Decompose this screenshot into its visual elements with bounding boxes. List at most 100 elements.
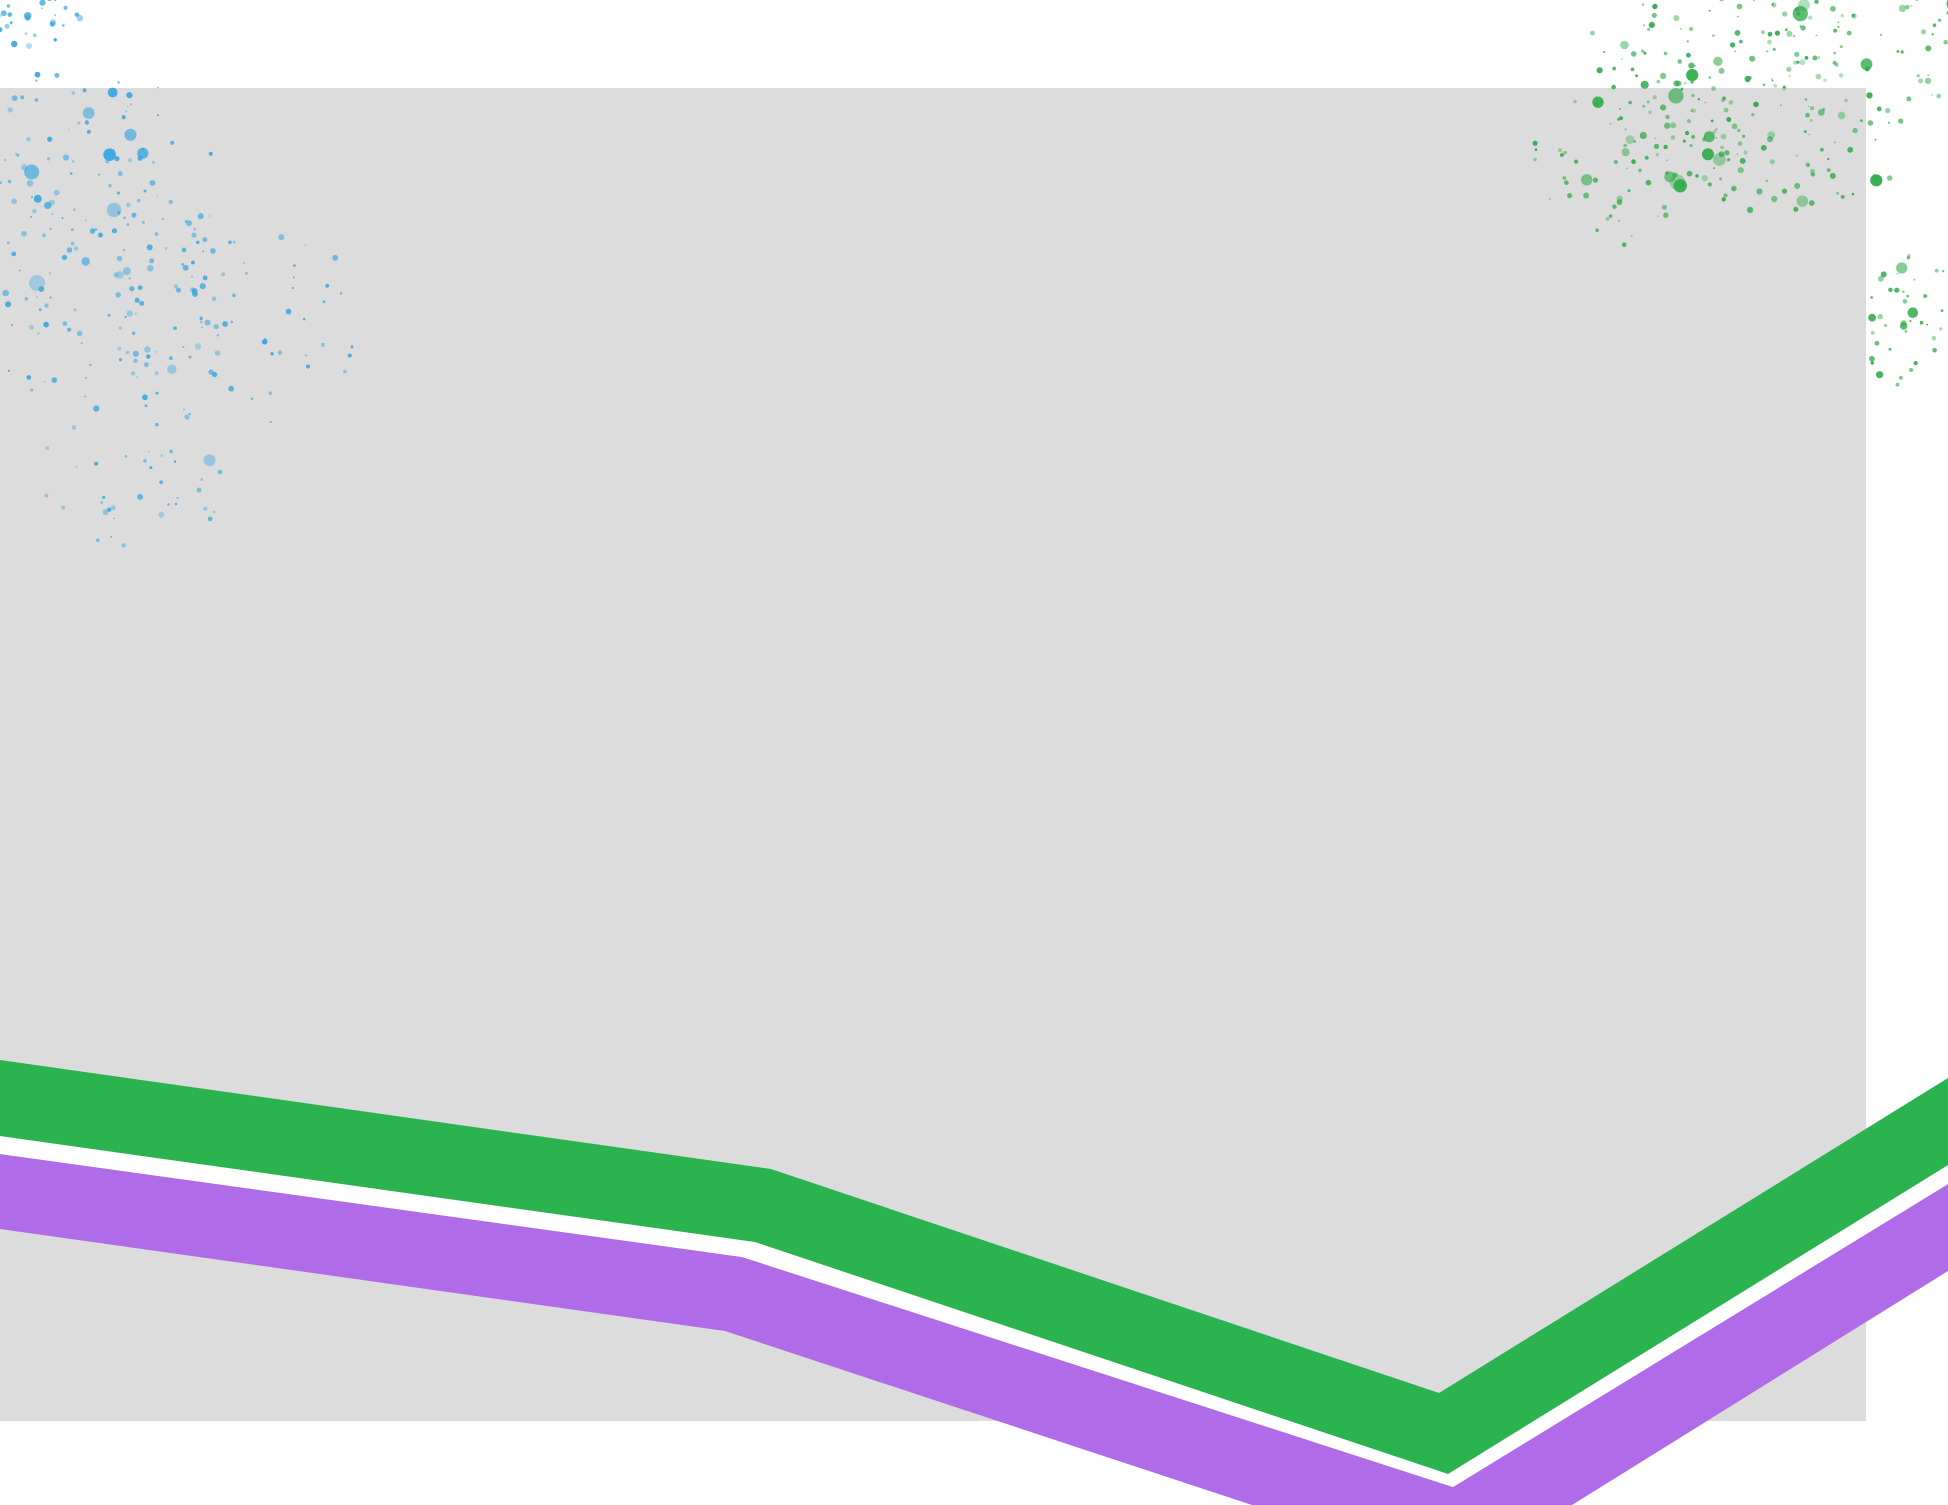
splatter-dot <box>1697 98 1701 101</box>
splatter-dot <box>14 152 18 156</box>
splatter-dot <box>1611 84 1616 90</box>
splatter-dot <box>160 454 164 457</box>
splatter-dot <box>89 363 92 367</box>
splatter-dot <box>126 92 133 99</box>
splatter-dot <box>1731 123 1738 130</box>
splatter-dot <box>1809 119 1813 122</box>
splatter-dot <box>1702 148 1714 161</box>
splatter-dot <box>1836 191 1840 195</box>
splatter-dot <box>98 232 103 238</box>
splatter-dot <box>81 257 90 266</box>
splatter-dot <box>1771 195 1778 203</box>
splatter-dot <box>84 219 87 222</box>
splatter-dot <box>1625 135 1635 144</box>
splatter-dot <box>1563 150 1567 155</box>
splatter-dot <box>1689 144 1693 148</box>
splatter-dot <box>199 316 203 320</box>
splatter-dot <box>204 319 211 326</box>
splatter-dot <box>1870 296 1873 299</box>
splatter-dot <box>134 312 137 315</box>
splatter-dot <box>209 215 211 217</box>
splatter-dot <box>1833 28 1837 33</box>
splatter-dot <box>1770 77 1774 80</box>
splatter-dot <box>1806 163 1810 167</box>
splatter-dot <box>154 232 159 237</box>
splatter-dot <box>73 308 77 312</box>
splatter-dot <box>1590 30 1595 36</box>
splatter-dot <box>5 301 12 308</box>
splatter-dot <box>1710 119 1714 123</box>
splatter-dot <box>1898 118 1904 124</box>
splatter-dot <box>1767 136 1773 143</box>
splatter-dot <box>1656 79 1661 84</box>
splatter-dot <box>100 501 103 504</box>
splatter-dot <box>1723 107 1729 113</box>
splatter-dot <box>291 287 294 289</box>
splatter-dot <box>1837 25 1840 29</box>
splatter-dot <box>11 324 13 327</box>
splatter-dot <box>1918 78 1924 84</box>
splatter-dot <box>1646 100 1650 104</box>
splatter-dot <box>1904 330 1908 333</box>
splatter-dot <box>1612 66 1616 71</box>
splatter-dot <box>1581 174 1593 186</box>
splatter-dot <box>1635 74 1638 78</box>
splatter-dot <box>11 40 18 48</box>
splatter-dot <box>1796 195 1809 207</box>
splatter-dot <box>200 478 203 481</box>
splatter-dot <box>44 380 46 383</box>
splatter-dot <box>11 198 18 205</box>
splatter-dot <box>144 346 151 353</box>
splatter-dot <box>1686 69 1699 82</box>
splatter-dot <box>243 262 246 265</box>
splatter-dot <box>136 376 139 378</box>
splatter-dot <box>113 272 119 278</box>
splatter-dot <box>20 95 25 100</box>
splatter-dot <box>1729 42 1736 48</box>
splatter-dot <box>26 137 31 142</box>
splatter-dot <box>0 181 2 184</box>
splatter-dot <box>213 324 219 330</box>
splatter-dot <box>9 21 13 25</box>
splatter-dot <box>1653 143 1660 150</box>
splatter-dot <box>194 343 202 350</box>
splatter-dot <box>1743 150 1748 155</box>
splatter-dot <box>1902 290 1905 293</box>
splatter-dot <box>176 287 181 293</box>
splatter-dot <box>1711 86 1716 91</box>
splatter-dot <box>1768 34 1772 38</box>
splatter-dot <box>191 232 197 238</box>
splatter-dot <box>1723 193 1728 198</box>
splatter-dot <box>107 507 112 512</box>
splatter-dot <box>1608 214 1613 218</box>
splatter-dot <box>105 159 110 164</box>
splatter-dot <box>1902 299 1908 304</box>
splatter-dot <box>7 369 11 372</box>
splatter-dot <box>1720 133 1727 140</box>
splatter-dot <box>141 147 145 151</box>
splatter-dot <box>1574 159 1579 164</box>
splatter-dot <box>1708 76 1711 79</box>
splatter-dot <box>49 296 52 299</box>
splatter-dot <box>1773 84 1778 88</box>
splatter-dot <box>1691 135 1695 139</box>
splatter-dot <box>63 5 68 10</box>
splatter-dot <box>1641 3 1645 7</box>
splatter-dot <box>1914 0 1919 1</box>
splatter-dot <box>11 95 18 101</box>
splatter-dot <box>1618 108 1621 110</box>
splatter-dot <box>142 394 148 401</box>
splatter-dot <box>1670 122 1677 129</box>
splatter-dot <box>1838 73 1844 78</box>
splatter-dot <box>1612 204 1617 209</box>
splatter-dot <box>54 72 60 78</box>
splatter-dot <box>1630 67 1635 72</box>
splatter-dot <box>201 326 203 329</box>
splatter-dot <box>1679 27 1682 30</box>
splatter-dot <box>1840 13 1844 18</box>
splatter-dot <box>1868 313 1876 322</box>
splatter-dot <box>1645 179 1652 186</box>
splatter-dot <box>137 493 144 500</box>
splatter-dot <box>139 300 145 306</box>
splatter-dot <box>80 342 83 344</box>
